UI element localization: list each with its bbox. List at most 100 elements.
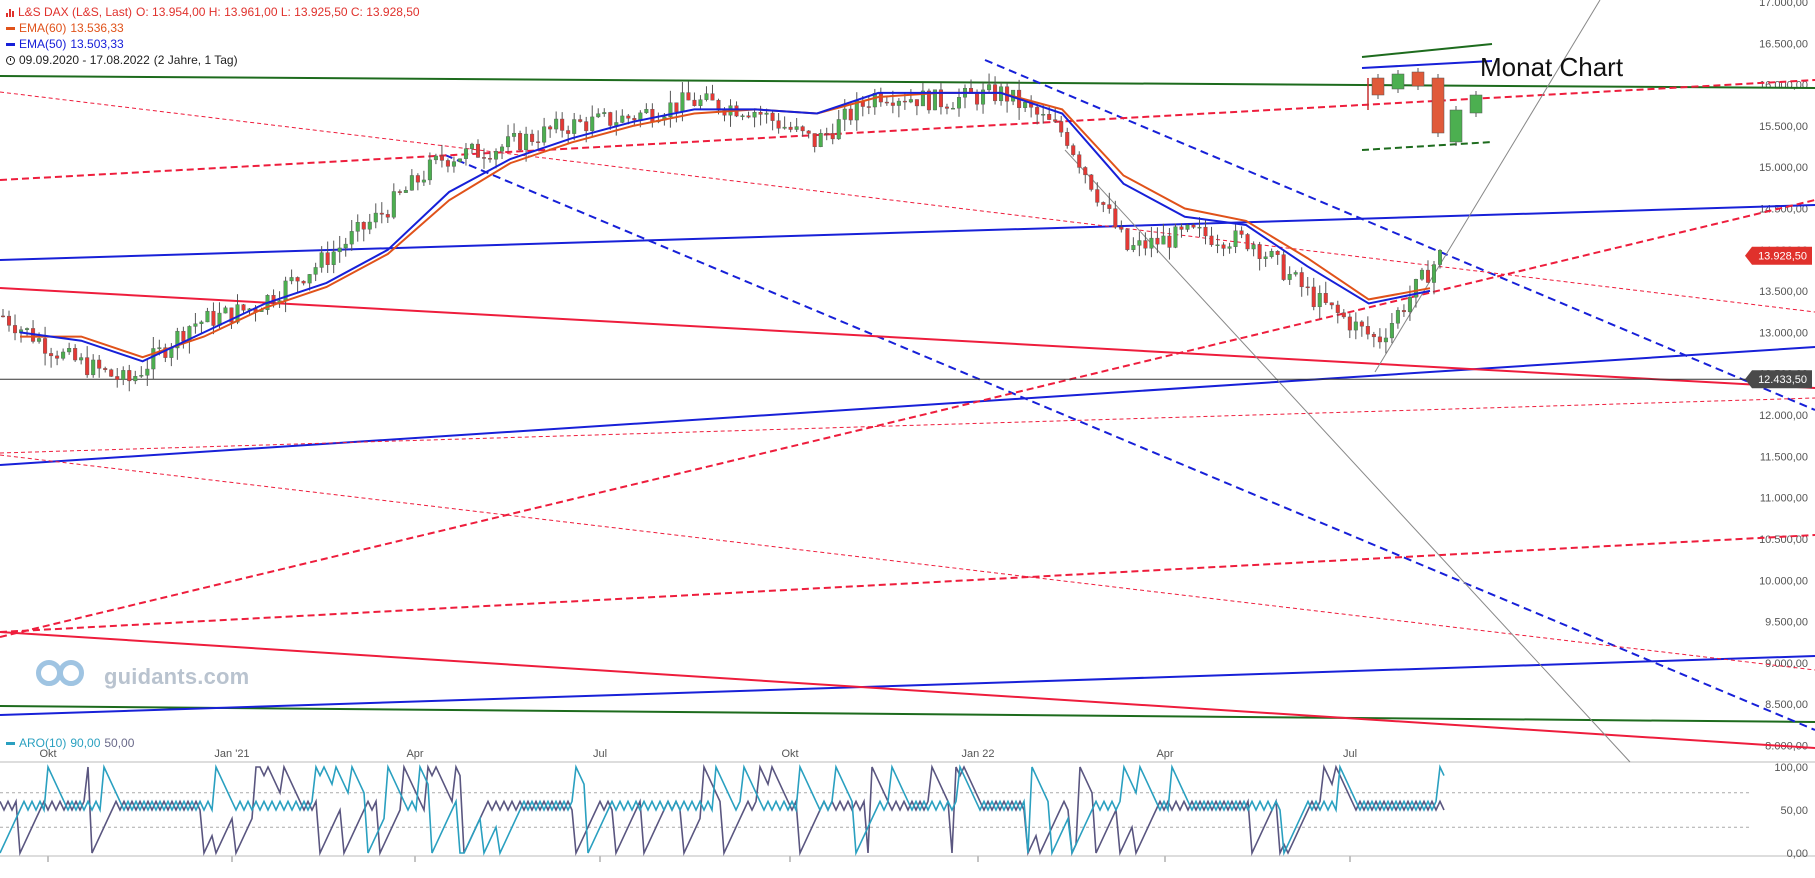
candle-body — [451, 161, 456, 167]
candle-body — [469, 143, 474, 149]
price-tag-label: 12.433,50 — [1758, 374, 1807, 386]
candle-body — [235, 304, 240, 323]
candle-body — [175, 330, 180, 349]
aroon-up-line — [0, 763, 1445, 857]
candle-body — [445, 160, 450, 167]
ema60-label: EMA(60) — [19, 21, 67, 35]
candle-body — [349, 231, 354, 245]
period-range: 09.09.2020 - 17.08.2022 — [19, 53, 150, 67]
candle-body — [139, 375, 144, 377]
candle-body — [1395, 310, 1400, 324]
candle-body — [385, 214, 390, 218]
candle-body — [1299, 272, 1304, 288]
candle-body — [818, 133, 823, 148]
candle-body — [812, 133, 817, 148]
candle-body — [121, 370, 126, 380]
y-tick-label: 9.500,00 — [1765, 617, 1808, 629]
candle-body — [987, 84, 992, 91]
candle-body — [433, 155, 438, 161]
candle-body — [1083, 167, 1088, 176]
candle-body — [313, 267, 318, 275]
candle-body — [758, 112, 763, 115]
candle-body — [1047, 114, 1052, 120]
candle-body — [938, 89, 943, 108]
blue-dashed-channel-lower — [444, 154, 1815, 731]
ohlc-values: O: 13.954,00 H: 13.961,00 L: 13.925,50 C… — [136, 5, 420, 19]
candle-body — [67, 348, 72, 353]
candle-body — [295, 277, 300, 282]
candle-body — [1119, 226, 1124, 230]
candle-body — [1089, 174, 1094, 190]
inset-candle-body — [1371, 77, 1385, 96]
candle-body — [85, 357, 90, 376]
aroon-value-2: 50,00 — [104, 736, 135, 750]
candle-body — [43, 338, 48, 354]
candle-body — [319, 252, 324, 268]
candle-body — [49, 353, 54, 357]
candle-body — [698, 99, 703, 106]
candle-body — [824, 133, 829, 135]
candle-body — [199, 321, 204, 324]
candle-body — [1431, 264, 1436, 283]
candle-body — [1347, 316, 1352, 331]
y-tick-label: 11.500,00 — [1760, 451, 1808, 463]
blue-trendline-mid — [0, 204, 1815, 261]
candle-body — [1101, 202, 1106, 205]
candle-body — [836, 119, 841, 140]
candle-body — [932, 89, 937, 111]
candle-body — [61, 351, 66, 359]
candle-body — [500, 146, 505, 152]
candle-body — [409, 175, 414, 191]
candle-body — [163, 347, 168, 358]
candle-body — [1215, 244, 1220, 247]
aroon-label: ARO(10) — [19, 736, 67, 750]
candle-body — [223, 307, 228, 314]
candle-body — [1305, 286, 1310, 289]
candle-body — [794, 126, 799, 130]
candle-body — [1053, 119, 1058, 122]
candle-body — [1233, 230, 1238, 247]
candle-body — [325, 252, 330, 265]
candle-body — [1131, 245, 1136, 250]
candle-body — [37, 338, 42, 342]
red-trendline-lower — [0, 631, 1815, 749]
candle-body — [536, 141, 541, 143]
candle-body — [133, 376, 138, 382]
price-tag-shape — [1745, 370, 1812, 389]
candle-body — [1425, 269, 1430, 283]
y-tick-label: 13.500,00 — [1759, 286, 1808, 298]
candle-body — [1341, 312, 1346, 318]
candle-body — [752, 112, 757, 118]
candle-body — [331, 251, 336, 265]
candle-body — [632, 118, 637, 121]
candle-body — [1245, 234, 1250, 250]
inset-green-line-top — [1361, 43, 1493, 58]
candle-body — [1149, 237, 1154, 249]
inset-green-line-bottom — [1361, 141, 1493, 151]
candle-body — [920, 90, 925, 107]
candle-body — [241, 304, 246, 311]
candle-body — [25, 328, 30, 330]
monat-chart-annotation: Monat Chart — [1480, 52, 1624, 82]
candle-body — [620, 115, 625, 123]
candle-body — [530, 133, 535, 142]
candle-body — [1401, 310, 1406, 313]
candle-body — [782, 126, 787, 129]
candle-body — [981, 89, 986, 105]
candle-body — [638, 112, 643, 121]
guidants-logo-icon — [34, 660, 94, 694]
candle-body — [457, 158, 462, 162]
candle-body — [674, 102, 679, 113]
candle-body — [13, 325, 18, 334]
candle-body — [1221, 244, 1226, 249]
candle-body — [1191, 224, 1196, 228]
candle-body — [1071, 145, 1076, 155]
candle-body — [1359, 321, 1364, 327]
candle-body — [343, 243, 348, 249]
candle-body — [1293, 272, 1298, 275]
candle-body — [463, 148, 468, 159]
candle-body — [1269, 250, 1274, 257]
candle-body — [79, 357, 84, 361]
